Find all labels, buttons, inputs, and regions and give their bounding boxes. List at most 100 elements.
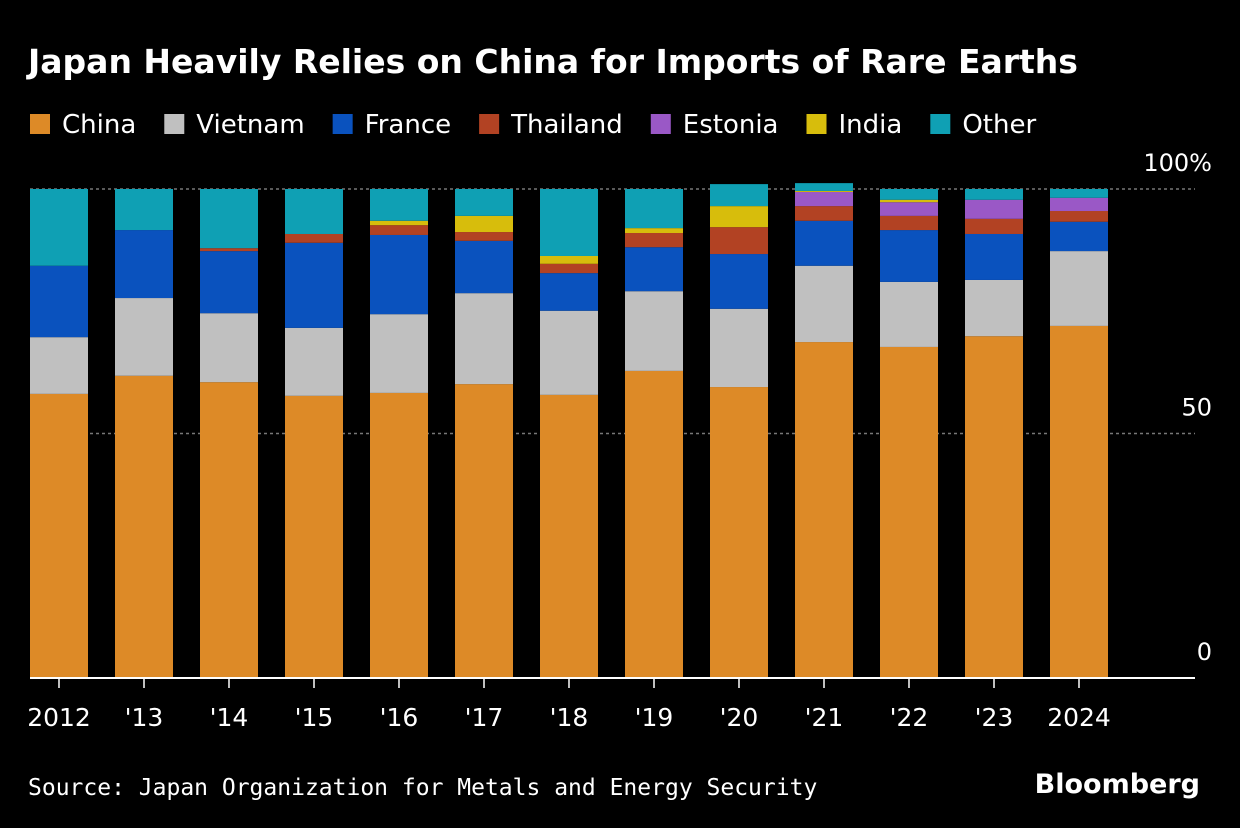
bar-segment bbox=[795, 342, 853, 678]
bar-segment bbox=[455, 189, 513, 216]
bar-segment bbox=[370, 314, 428, 393]
bar-segment bbox=[370, 392, 428, 678]
bar-segment bbox=[625, 189, 683, 229]
bar-segment bbox=[1050, 251, 1108, 326]
bar-segment bbox=[30, 189, 88, 266]
bar-segment bbox=[455, 232, 513, 241]
bar-segment bbox=[965, 199, 1023, 219]
bar-segment bbox=[625, 233, 683, 248]
bar-segment bbox=[200, 248, 258, 252]
y-tick-label: 100% bbox=[1143, 149, 1212, 177]
x-tick-label: '18 bbox=[550, 703, 589, 732]
x-tick-label: '15 bbox=[295, 703, 334, 732]
bar-segment bbox=[540, 273, 598, 311]
chart-title: Japan Heavily Relies on China for Import… bbox=[26, 42, 1078, 81]
bar-segment bbox=[370, 220, 428, 226]
bar-segment bbox=[285, 242, 343, 328]
bar-segment bbox=[200, 189, 258, 249]
bar-segment bbox=[540, 255, 598, 264]
y-tick-label: 0 bbox=[1197, 638, 1212, 666]
bar-segment bbox=[795, 190, 853, 192]
bar-segment bbox=[880, 189, 938, 200]
bar-segment bbox=[455, 293, 513, 385]
bar-segment bbox=[200, 382, 258, 678]
bar-segment bbox=[455, 215, 513, 233]
bar-segment bbox=[1050, 325, 1108, 678]
bar-segment bbox=[455, 240, 513, 294]
x-tick-label: '21 bbox=[805, 703, 844, 732]
legend-swatch bbox=[332, 114, 353, 134]
legend-label: China bbox=[62, 110, 136, 140]
legend-swatch bbox=[650, 114, 671, 134]
bar-segment bbox=[795, 183, 853, 191]
bar-segment bbox=[1050, 197, 1108, 212]
bar-segment bbox=[710, 184, 768, 207]
bar-segment bbox=[795, 191, 853, 207]
bar-segment bbox=[115, 298, 173, 376]
bar-segment bbox=[710, 227, 768, 255]
x-tick-label: 2012 bbox=[27, 703, 91, 732]
bar-segment bbox=[115, 189, 173, 231]
x-tick-label: '20 bbox=[720, 703, 759, 732]
x-tick-label: '19 bbox=[635, 703, 674, 732]
bar-segment bbox=[1050, 211, 1108, 222]
x-tick-label: 2024 bbox=[1047, 703, 1111, 732]
bar-segment bbox=[285, 233, 343, 243]
bar-segment bbox=[710, 254, 768, 309]
bar-segment bbox=[880, 230, 938, 282]
bar-segment bbox=[200, 313, 258, 383]
bar-segment bbox=[710, 308, 768, 388]
x-tick-label: '13 bbox=[125, 703, 164, 732]
legend-label: Estonia bbox=[683, 110, 779, 140]
bar-segment bbox=[1050, 189, 1108, 198]
bar-segment bbox=[625, 370, 683, 678]
bar-segment bbox=[965, 218, 1023, 234]
x-tick-label: '22 bbox=[890, 703, 929, 732]
bar-segment bbox=[965, 279, 1023, 337]
x-tick-label: '16 bbox=[380, 703, 419, 732]
bar-segment bbox=[965, 189, 1023, 200]
bar-segment bbox=[710, 387, 768, 678]
legend-swatch bbox=[479, 114, 500, 134]
bar-segment bbox=[880, 202, 938, 216]
legend-swatch bbox=[30, 114, 50, 134]
bar-segment bbox=[370, 225, 428, 235]
bar-segment bbox=[540, 394, 598, 678]
bar-segment bbox=[795, 206, 853, 221]
source: Source: Japan Organization for Metals an… bbox=[28, 775, 817, 801]
bar-segment bbox=[30, 337, 88, 394]
bar-segment bbox=[200, 251, 258, 314]
bar-segment bbox=[540, 189, 598, 256]
legend-label: Vietnam bbox=[196, 110, 304, 140]
y-tick-label: 50 bbox=[1181, 394, 1212, 422]
bar-segment bbox=[625, 228, 683, 234]
bar-segment bbox=[285, 395, 343, 678]
bar-segment bbox=[965, 233, 1023, 280]
bar-segment bbox=[625, 247, 683, 292]
bar-segment bbox=[30, 265, 88, 338]
brand: Bloomberg bbox=[1035, 769, 1200, 800]
bar-segment bbox=[30, 393, 88, 678]
bar-segment bbox=[540, 263, 598, 274]
bar-segment bbox=[880, 281, 938, 347]
bar-segment bbox=[1050, 221, 1108, 252]
bar-segment bbox=[540, 310, 598, 395]
legend-label: France bbox=[365, 110, 451, 140]
bar-segment bbox=[370, 189, 428, 221]
bar-segment bbox=[795, 220, 853, 266]
legend-label: Thailand bbox=[510, 110, 623, 140]
legend-label: India bbox=[839, 110, 903, 140]
bar-segment bbox=[710, 206, 768, 228]
bar-segment bbox=[285, 189, 343, 234]
bar-segment bbox=[625, 291, 683, 371]
x-tick-label: '17 bbox=[465, 703, 504, 732]
bar-segment bbox=[370, 234, 428, 315]
bar-segment bbox=[880, 199, 938, 203]
bar-segment bbox=[115, 375, 173, 678]
bar-segment bbox=[115, 230, 173, 299]
legend-swatch bbox=[164, 114, 185, 134]
bar-segment bbox=[795, 265, 853, 343]
bar-segment bbox=[285, 327, 343, 396]
